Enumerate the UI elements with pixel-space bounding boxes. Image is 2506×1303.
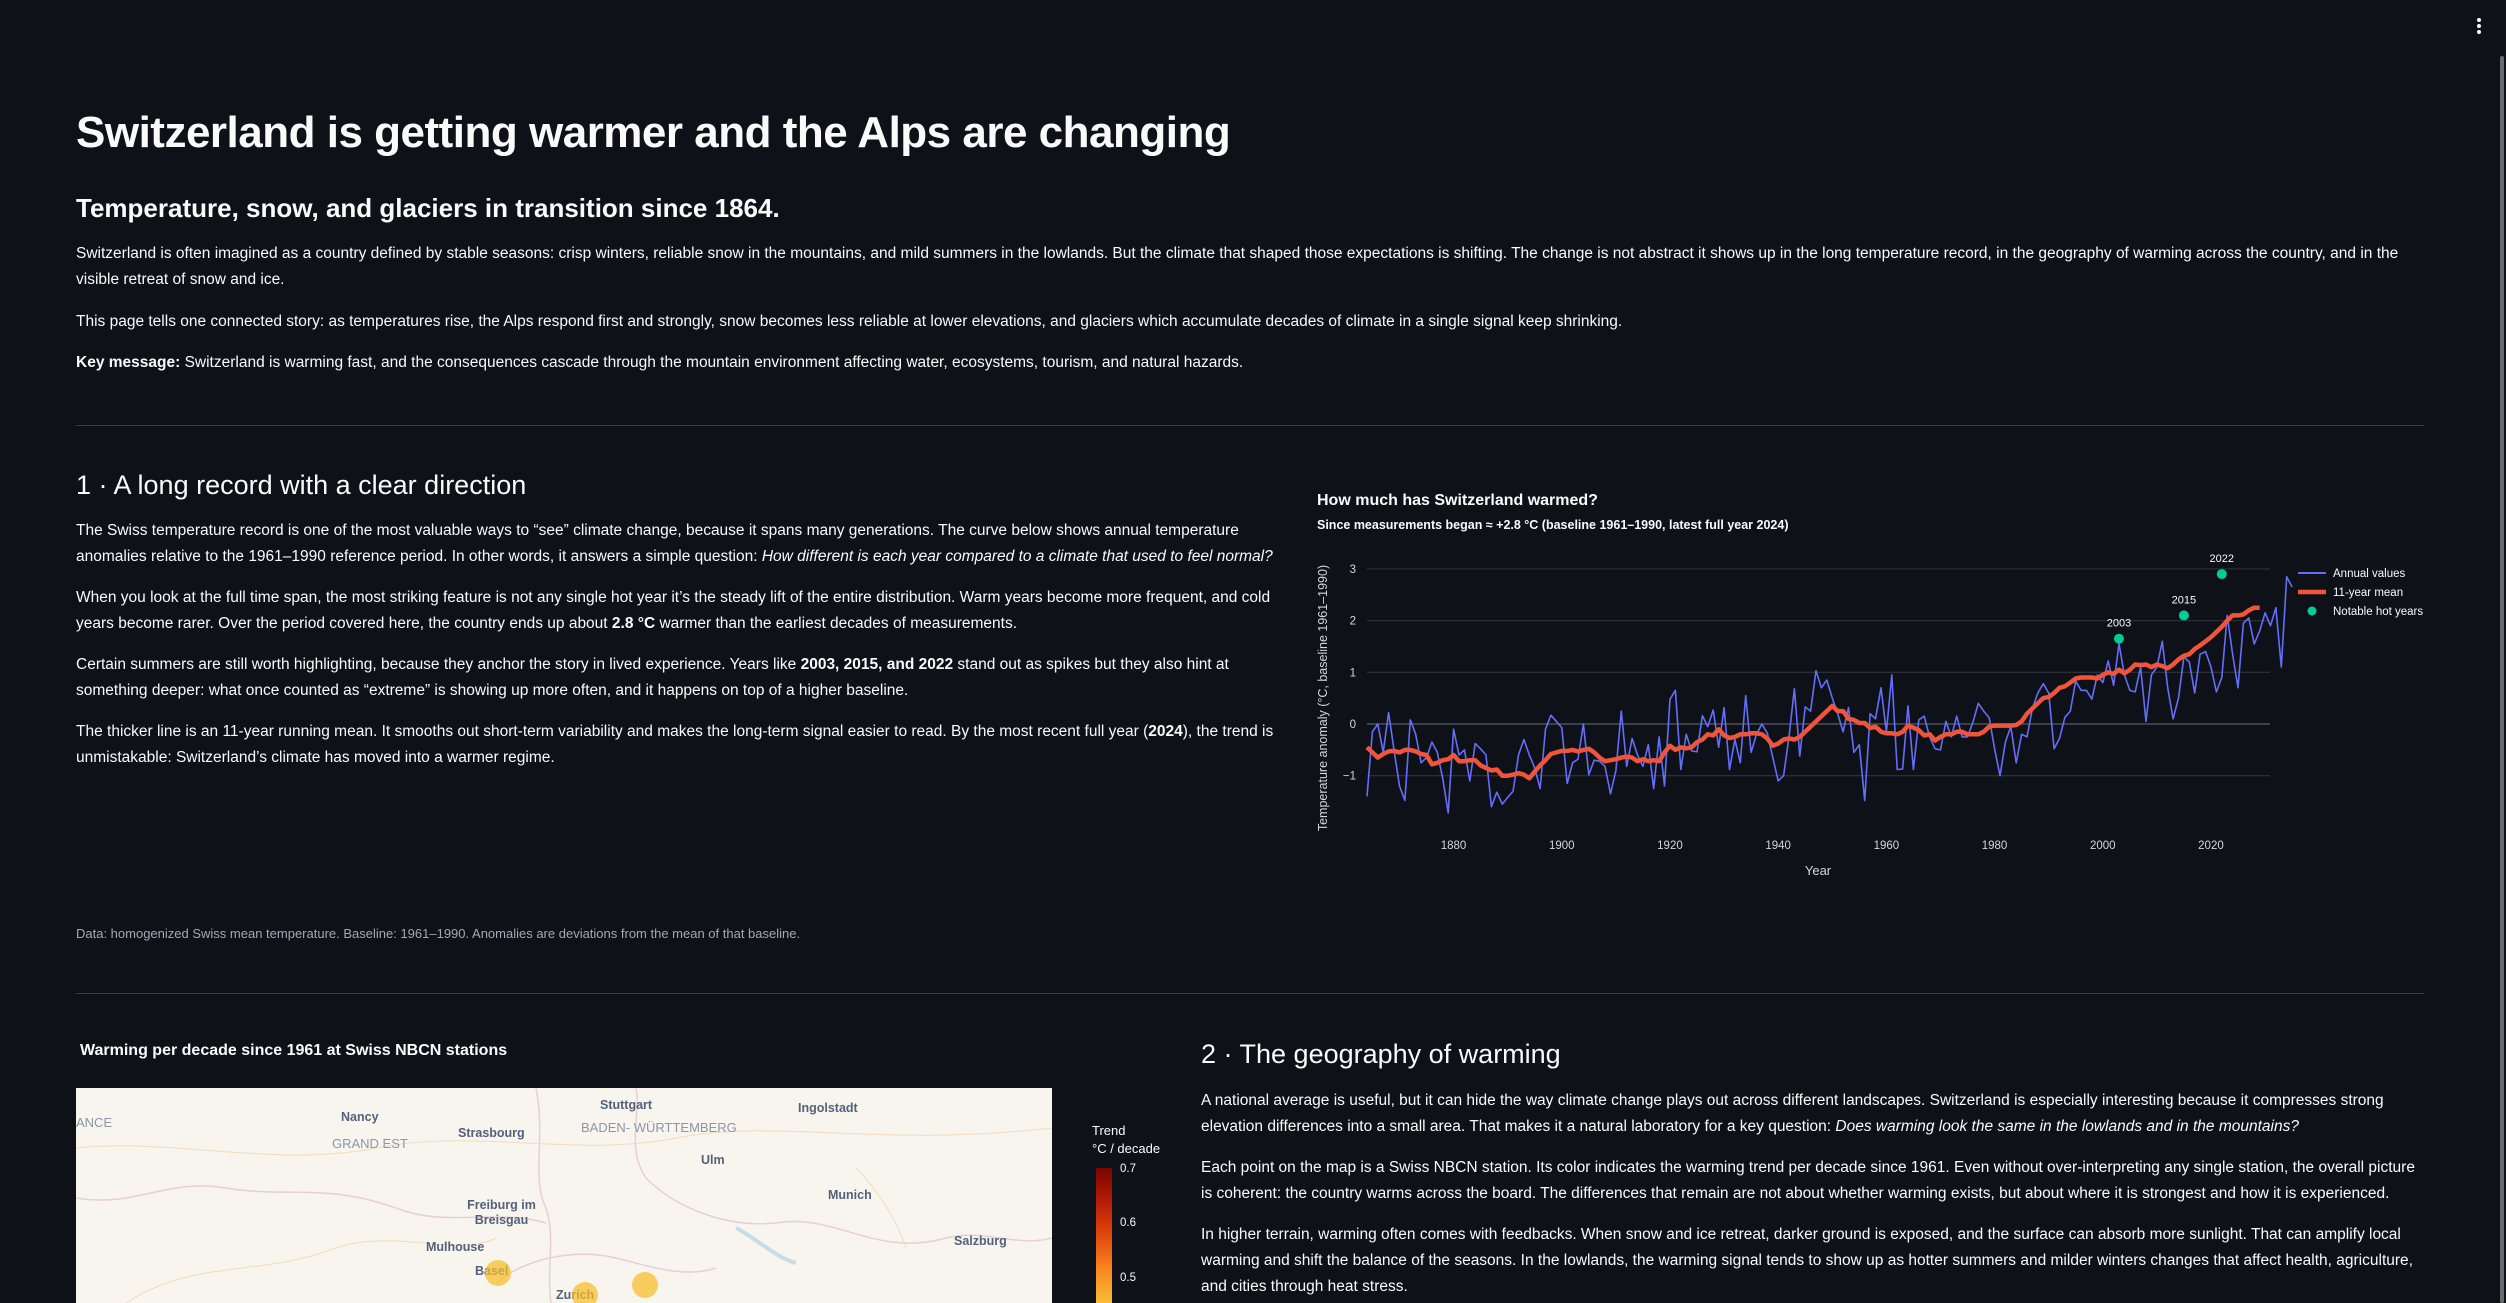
map-city-nancy: Nancy	[341, 1110, 379, 1124]
x-tick-label: 1900	[1549, 840, 1575, 852]
annual-values-line[interactable]	[1366, 575, 2293, 814]
y-axis-label: Temperature anomaly (°C, baseline 1961–1…	[1316, 565, 1330, 831]
map-city-freiburg: Freiburg im Breisgau	[467, 1198, 536, 1227]
legend-item-mean[interactable]: 11-year mean	[2333, 587, 2403, 599]
y-tick-label: 2	[1350, 616, 1356, 628]
section-1-paragraph-3: Certain summers are still worth highligh…	[76, 652, 1276, 704]
hot-year-marker[interactable]	[2178, 610, 2189, 621]
data-caption: Data: homogenized Swiss mean temperature…	[76, 926, 801, 941]
colorbar-tick: 0.6	[1120, 1217, 1136, 1229]
intro-paragraph-1: Switzerland is often imagined as a count…	[76, 245, 2399, 288]
text: The thicker line is an 11-year running m…	[76, 723, 1149, 740]
legend-hot-swatch	[2307, 606, 2317, 616]
warming-amount: 2.8 °C	[611, 615, 656, 632]
page-scrollbar[interactable]	[2500, 56, 2504, 1303]
text: stand out as spikes but they also hint a…	[76, 656, 1229, 699]
station-marker[interactable]	[485, 1260, 511, 1286]
intro-paragraph-2: This page tells one connected story: as …	[76, 313, 1623, 330]
x-tick-label: 1960	[1874, 840, 1900, 852]
page-title: Switzerland is getting warmer and the Al…	[76, 108, 1231, 157]
station-marker[interactable]	[572, 1282, 598, 1303]
hot-year-label: 2015	[2172, 594, 2196, 606]
divider	[76, 425, 2424, 426]
x-axis-label: Year	[1805, 863, 1832, 878]
map-title: Warming per decade since 1961 at Swiss N…	[80, 1042, 508, 1059]
chart-subtitle: Since measurements began ≈ +2.8 °C (base…	[1317, 518, 1789, 532]
section-2-heading: 2 · The geography of warming	[1201, 1039, 1561, 1069]
colorbar-title-line-2: °C / decade	[1092, 1141, 1161, 1156]
latest-year: 2024	[1148, 723, 1183, 740]
y-tick-label: 1	[1350, 667, 1356, 679]
legend-item-annual[interactable]: Annual values	[2333, 568, 2405, 580]
y-tick-label: −1	[1343, 771, 1356, 783]
italic-question: Does warming look the same in the lowlan…	[1835, 1118, 2299, 1135]
legend-item-hot-years[interactable]: Notable hot years	[2333, 606, 2423, 618]
hot-years: 2003, 2015, and 2022	[800, 656, 954, 673]
section-2-paragraph-3: In higher terrain, warming often comes w…	[1201, 1226, 2413, 1295]
hot-year-marker[interactable]	[2216, 569, 2227, 580]
station-map[interactable]: ANCE GRAND EST BADEN- WÜRTTEMBERG Nancy …	[76, 1088, 1052, 1303]
colorbar-tick: 0.7	[1120, 1163, 1136, 1175]
map-city-salzburg: Salzburg	[954, 1234, 1007, 1248]
app-menu-button[interactable]	[2474, 18, 2484, 48]
x-tick-label: 1980	[1982, 840, 2008, 852]
page-subtitle: Temperature, snow, and glaciers in trans…	[76, 193, 780, 223]
italic-question: How different is each year compared to a…	[761, 548, 1273, 565]
key-message-label: Key message:	[76, 354, 181, 371]
colorbar	[1096, 1168, 1112, 1303]
map-city-ingolstadt: Ingolstadt	[798, 1101, 858, 1115]
x-tick-label: 1920	[1657, 840, 1683, 852]
section-1-paragraph-2: When you look at the full time span, the…	[76, 585, 1276, 637]
hot-year-label: 2003	[2107, 618, 2131, 630]
chart-title: How much has Switzerland warmed?	[1317, 492, 1598, 509]
section-1-heading: 1 · A long record with a clear direction	[76, 470, 527, 500]
colorbar-tick: 0.5	[1120, 1272, 1136, 1284]
text: ), the trend is unmistakable: Switzerlan…	[76, 723, 1274, 766]
map-region-label: ANCE	[76, 1115, 113, 1130]
y-tick-label: 3	[1350, 564, 1356, 576]
text: The Swiss temperature record is one of t…	[76, 522, 1239, 565]
section-2-paragraph-1: A national average is useful, but it can…	[1201, 1088, 2424, 1140]
map-background-lines	[76, 1088, 1052, 1303]
running-mean-line[interactable]	[1365, 605, 2260, 781]
map-region-label: BADEN- WÜRTTEMBERG	[581, 1120, 737, 1135]
map-city-munich: Munich	[828, 1188, 872, 1202]
y-tick-label: 0	[1350, 719, 1356, 731]
hot-year-label: 2022	[2210, 553, 2234, 565]
map-city-strasbourg: Strasbourg	[458, 1126, 525, 1140]
hot-year-marker[interactable]	[2113, 633, 2124, 644]
x-tick-label: 2000	[2090, 840, 2116, 852]
map-region-label: GRAND EST	[332, 1136, 408, 1151]
temperature-anomaly-chart[interactable]: 3 2 1 0 −1 1880 1900 1920 1940 1960 1980 2000 2020 Ye…	[0, 0, 2506, 900]
section-1-paragraph-4: The thicker line is an 11-year running m…	[76, 719, 1276, 771]
map-city-mulhouse: Mulhouse	[426, 1240, 485, 1254]
section-2-paragraph-2: Each point on the map is a Swiss NBCN st…	[1201, 1159, 2415, 1202]
map-city-ulm: Ulm	[701, 1153, 725, 1167]
map-city-stuttgart: Stuttgart	[600, 1098, 653, 1112]
colorbar-title: Trend °C / decade	[1092, 1122, 1160, 1158]
x-tick-label: 2020	[2198, 840, 2224, 852]
divider	[76, 993, 2424, 994]
intro-key-message: Key message: Switzerland is warming fast…	[76, 350, 2424, 376]
text: When you look at the full time span, the…	[76, 589, 1271, 632]
text: Certain summers are still worth highligh…	[76, 656, 801, 673]
x-tick-label: 1940	[1765, 840, 1791, 852]
text: warmer than the earliest decades of meas…	[655, 615, 1018, 632]
key-message-text: Switzerland is warming fast, and the con…	[180, 354, 1244, 371]
station-marker[interactable]	[632, 1272, 658, 1298]
colorbar-title-line-1: Trend	[1092, 1123, 1126, 1138]
x-tick-label: 1880	[1441, 840, 1467, 852]
section-1-paragraph-1: The Swiss temperature record is one of t…	[76, 518, 1276, 570]
text: A national average is useful, but it can…	[1201, 1092, 2384, 1135]
